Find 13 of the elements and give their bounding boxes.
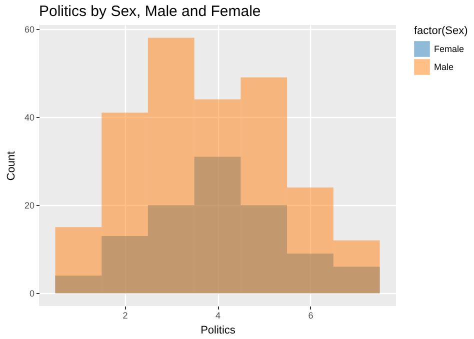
legend-label: Male [434, 62, 454, 72]
y-tick-label: 0 [29, 288, 34, 299]
legend-label: Female [434, 44, 464, 54]
chart-title: Politics by Sex, Male and Female [39, 2, 261, 20]
x-tick-label: 4 [215, 310, 221, 320]
y-tick-label: 60 [24, 24, 34, 34]
x-axis-title: Politics [200, 324, 236, 336]
y-tick-label: 40 [24, 112, 34, 123]
y-tick-label: 20 [24, 200, 34, 211]
x-tick-label: 2 [122, 310, 128, 320]
y-axis-title: Count [5, 151, 18, 181]
legend-title: factor(Sex) [414, 25, 468, 37]
x-tick-label: 6 [308, 310, 314, 320]
